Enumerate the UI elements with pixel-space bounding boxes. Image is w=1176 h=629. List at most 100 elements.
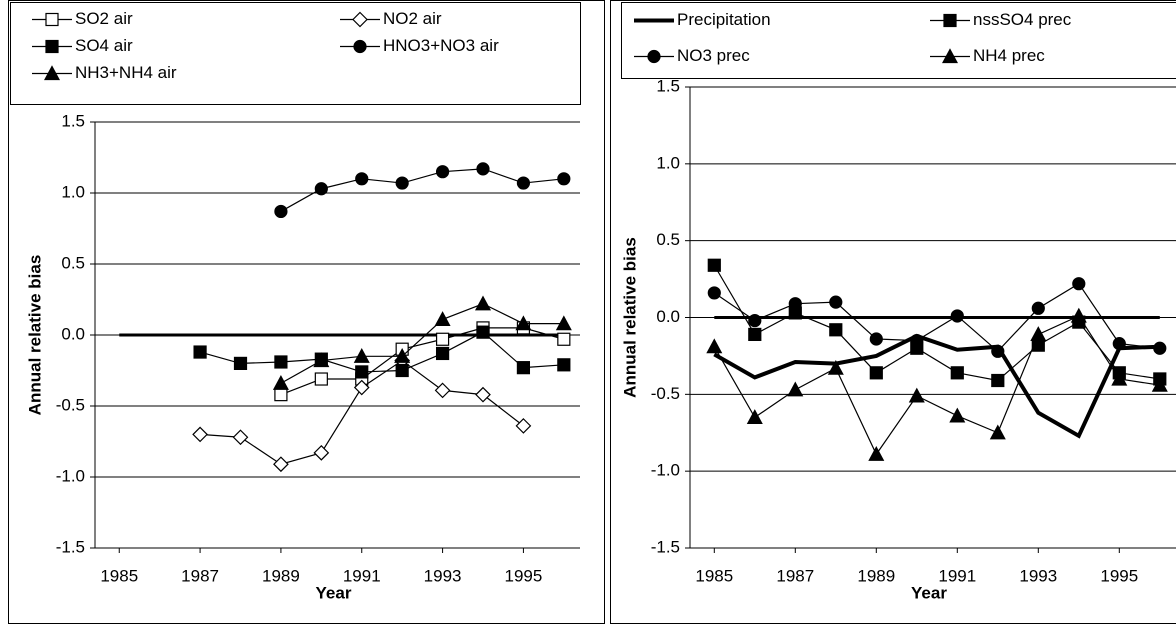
marker (648, 51, 660, 63)
series-line (714, 336, 1160, 436)
y-axis-title: Annual relative bias (25, 255, 44, 416)
marker (315, 373, 327, 385)
marker (477, 163, 489, 175)
series-line (200, 332, 564, 372)
marker (992, 345, 1004, 357)
marker (707, 340, 721, 353)
marker (1154, 342, 1166, 354)
marker (749, 328, 761, 340)
marker (870, 367, 882, 379)
marker (46, 41, 58, 53)
x-tick-label: 1989 (262, 566, 300, 585)
marker (708, 287, 720, 299)
marker (437, 333, 449, 345)
x-tick-label: 1987 (181, 566, 219, 585)
y-tick-label: 1.0 (656, 153, 680, 172)
marker (1073, 278, 1085, 290)
marker (314, 446, 328, 460)
marker (911, 335, 923, 347)
marker (830, 324, 842, 336)
x-tick-label: 1995 (505, 566, 543, 585)
marker (436, 383, 450, 397)
marker (516, 419, 530, 433)
marker (910, 389, 924, 402)
marker (991, 426, 1005, 439)
chart-frame (611, 1, 1176, 624)
y-tick-label: -1.0 (651, 461, 680, 480)
legend-label: Precipitation (677, 10, 771, 29)
marker (748, 410, 762, 423)
legend-label: NO2 air (383, 9, 442, 28)
marker (315, 183, 327, 195)
marker (356, 366, 368, 378)
y-tick-label: 0.0 (61, 324, 85, 343)
marker (1072, 309, 1086, 322)
marker (517, 177, 529, 189)
marker (869, 447, 883, 460)
y-tick-label: 0.5 (61, 253, 85, 272)
marker (870, 333, 882, 345)
x-tick-label: 1985 (100, 566, 138, 585)
legend-label: NO3 prec (677, 46, 750, 65)
marker (788, 383, 802, 396)
marker (476, 297, 490, 310)
y-tick-label: -0.5 (651, 384, 680, 403)
y-tick-label: 0.0 (656, 307, 680, 326)
marker (830, 296, 842, 308)
marker (234, 430, 248, 444)
legend-label: NH4 prec (973, 46, 1045, 65)
y-axis-title: Annual relative bias (620, 237, 639, 398)
x-tick-label: 1985 (695, 566, 733, 585)
marker (437, 347, 449, 359)
marker (708, 259, 720, 271)
marker (356, 173, 368, 185)
x-tick-label: 1989 (857, 566, 895, 585)
marker (437, 166, 449, 178)
y-tick-label: 1.5 (656, 76, 680, 95)
marker (194, 346, 206, 358)
marker (944, 15, 956, 27)
legend-label: NH3+NH4 air (75, 63, 177, 82)
marker (275, 356, 287, 368)
y-tick-label: -1.5 (56, 537, 85, 556)
marker (1031, 327, 1045, 340)
x-axis-title: Year (316, 583, 352, 602)
x-tick-label: 1993 (424, 566, 462, 585)
legend-label: SO2 air (75, 9, 133, 28)
series-line (714, 265, 1160, 380)
y-tick-label: 0.5 (656, 230, 680, 249)
x-tick-label: 1995 (1100, 566, 1138, 585)
y-tick-label: -1.0 (56, 466, 85, 485)
marker (476, 388, 490, 402)
legend-label: HNO3+NO3 air (383, 36, 499, 55)
marker (274, 376, 288, 389)
y-tick-label: 1.0 (61, 182, 85, 201)
marker (749, 315, 761, 327)
marker (951, 310, 963, 322)
x-tick-label: 1987 (776, 566, 814, 585)
marker (951, 367, 963, 379)
marker (992, 375, 1004, 387)
legend-label: nssSO4 prec (973, 10, 1072, 29)
marker (436, 312, 450, 325)
marker (46, 14, 58, 26)
marker (1032, 302, 1044, 314)
marker (396, 365, 408, 377)
series-line (714, 316, 1160, 454)
x-tick-label: 1993 (1019, 566, 1057, 585)
legend-label: SO4 air (75, 36, 133, 55)
marker (477, 326, 489, 338)
y-tick-label: -0.5 (56, 395, 85, 414)
marker (193, 427, 207, 441)
marker (235, 357, 247, 369)
marker (789, 298, 801, 310)
marker (517, 362, 529, 374)
marker (558, 333, 570, 345)
marker (354, 41, 366, 53)
marker (396, 177, 408, 189)
y-tick-label: -1.5 (651, 537, 680, 556)
marker (274, 457, 288, 471)
marker (950, 409, 964, 422)
